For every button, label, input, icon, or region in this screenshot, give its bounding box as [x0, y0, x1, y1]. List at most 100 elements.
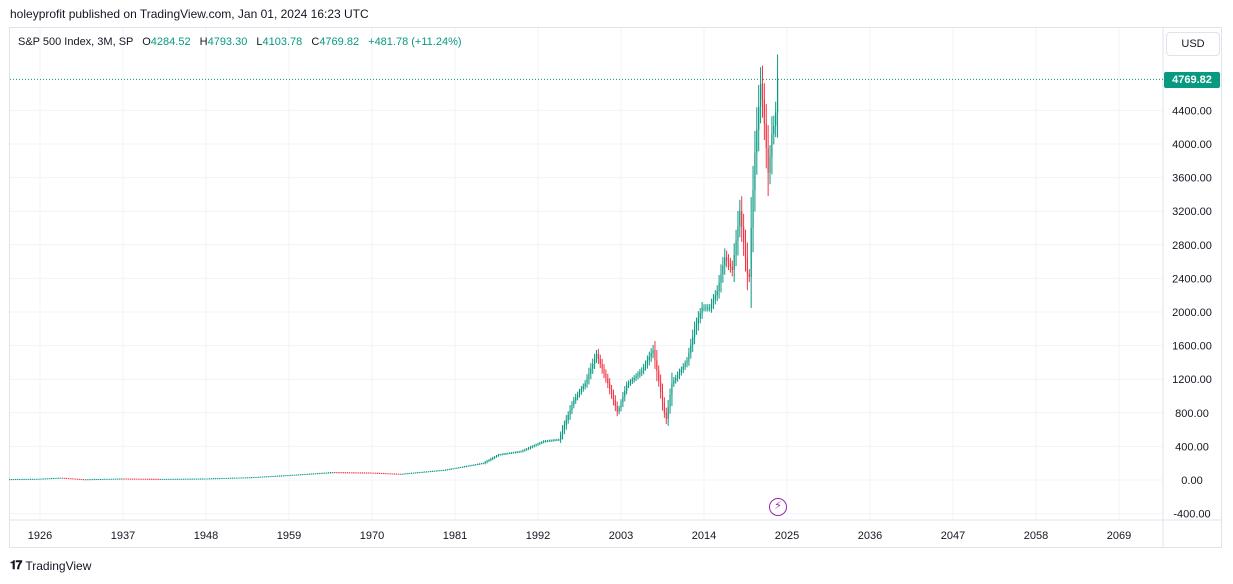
price-bar-body	[101, 479, 103, 480]
price-bar-body	[65, 478, 68, 479]
lightning-icon[interactable]: ⚡	[769, 498, 787, 516]
price-bar-body	[680, 369, 682, 373]
price-bar-body	[148, 479, 151, 480]
price-bar-body	[67, 478, 69, 480]
price-bar-body	[137, 478, 139, 480]
price-bar-body	[231, 477, 234, 479]
price-bar-body	[373, 472, 375, 474]
price-bar-body	[258, 476, 260, 478]
price-bar-body	[79, 479, 81, 480]
price-bar-body	[743, 226, 745, 243]
price-bar-body	[424, 471, 426, 473]
price-bar-body	[346, 472, 349, 474]
price-bar-body	[139, 478, 141, 480]
price-bar-body	[531, 446, 533, 448]
price-bar-body	[320, 473, 322, 474]
price-bar-body	[282, 475, 284, 477]
price-bar-body	[120, 478, 122, 480]
price-bar-body	[52, 478, 54, 480]
grid	[10, 28, 1163, 520]
price-bar-body	[518, 451, 520, 453]
price-bar-body	[416, 472, 418, 474]
price-bar-body	[629, 381, 632, 384]
price-bar-body	[314, 473, 317, 475]
price-bar-body	[273, 476, 275, 477]
price-bar-body	[667, 407, 669, 419]
price-bar-body	[763, 99, 765, 124]
price-bar-body	[592, 363, 594, 369]
symbol-label[interactable]: S&P 500 Index, 3M, SP	[18, 36, 134, 48]
price-bar-body	[194, 478, 196, 480]
price-bar-body	[607, 378, 609, 384]
price-bar-body	[371, 472, 373, 474]
currency-button[interactable]: USD	[1166, 32, 1220, 56]
price-bar-body	[126, 478, 128, 480]
price-bar-body	[352, 472, 354, 474]
price-bar-body	[461, 466, 464, 468]
price-bar-body	[426, 471, 428, 473]
price-bar-body	[103, 479, 105, 480]
x-tick-label: 2047	[941, 530, 965, 542]
y-tick-label: 1200.00	[1172, 374, 1212, 386]
price-bar-body	[739, 211, 741, 226]
price-bar-body	[311, 473, 313, 475]
price-bar-body	[603, 368, 605, 374]
x-tick-label: 1948	[194, 530, 218, 542]
price-bar-body	[284, 475, 286, 477]
price-bars	[9, 54, 779, 481]
price-bar-body	[94, 479, 96, 481]
price-bar-body	[512, 452, 515, 454]
price-bar-body	[220, 478, 222, 480]
price-bar-body	[105, 479, 107, 480]
price-bar-body	[354, 472, 356, 474]
price-bar-body	[162, 479, 164, 480]
price-bar-body	[588, 373, 590, 379]
price-bar-body	[11, 479, 13, 481]
price-bar-body	[12, 479, 15, 481]
price-bar-body	[460, 467, 462, 469]
price-bar-body	[516, 452, 518, 453]
price-bar-body	[318, 473, 320, 475]
price-bar-body	[561, 429, 564, 435]
price-bar-body	[673, 380, 675, 384]
price-bar-body	[437, 470, 439, 472]
price-bar-body	[214, 478, 217, 480]
footer-brand[interactable]: TradingView	[25, 558, 92, 573]
price-bar-body	[252, 477, 254, 479]
price-bar-body	[28, 479, 30, 480]
price-bar-body	[756, 129, 758, 153]
x-tick-label: 1937	[111, 530, 135, 542]
price-bar-body	[714, 295, 716, 300]
price-bar-body	[494, 456, 496, 458]
price-bar-body	[290, 475, 292, 476]
price-bar-body	[286, 475, 288, 477]
price-bar-body	[209, 478, 211, 480]
price-bar-body	[637, 374, 639, 377]
price-bar-body	[241, 477, 243, 479]
price-bar-body	[265, 476, 267, 478]
price-bar-body	[631, 379, 633, 382]
price-bar-body	[510, 452, 513, 454]
price-bar-body	[201, 478, 203, 480]
price-bar-body	[480, 463, 483, 465]
price-bar-body	[186, 478, 188, 480]
price-bar-body	[312, 473, 315, 475]
price-bar-body	[45, 478, 47, 480]
price-bar-body	[301, 474, 303, 476]
price-bar-body	[288, 475, 290, 477]
price-bar-body	[356, 472, 358, 474]
price-bar-body	[152, 479, 154, 480]
price-bar-body	[599, 358, 601, 364]
price-bar-body	[207, 478, 209, 480]
x-tick-label: 1959	[277, 530, 301, 542]
price-bar-body	[233, 477, 235, 479]
price-bar-body	[737, 225, 739, 241]
price-bar-body	[365, 472, 367, 474]
price-bar-body	[567, 415, 569, 420]
price-bar-body	[729, 263, 732, 267]
price-bar-body	[707, 307, 709, 309]
price-bar-body	[60, 477, 62, 479]
price-bar-body	[450, 468, 452, 470]
price-bar-body	[343, 472, 345, 474]
